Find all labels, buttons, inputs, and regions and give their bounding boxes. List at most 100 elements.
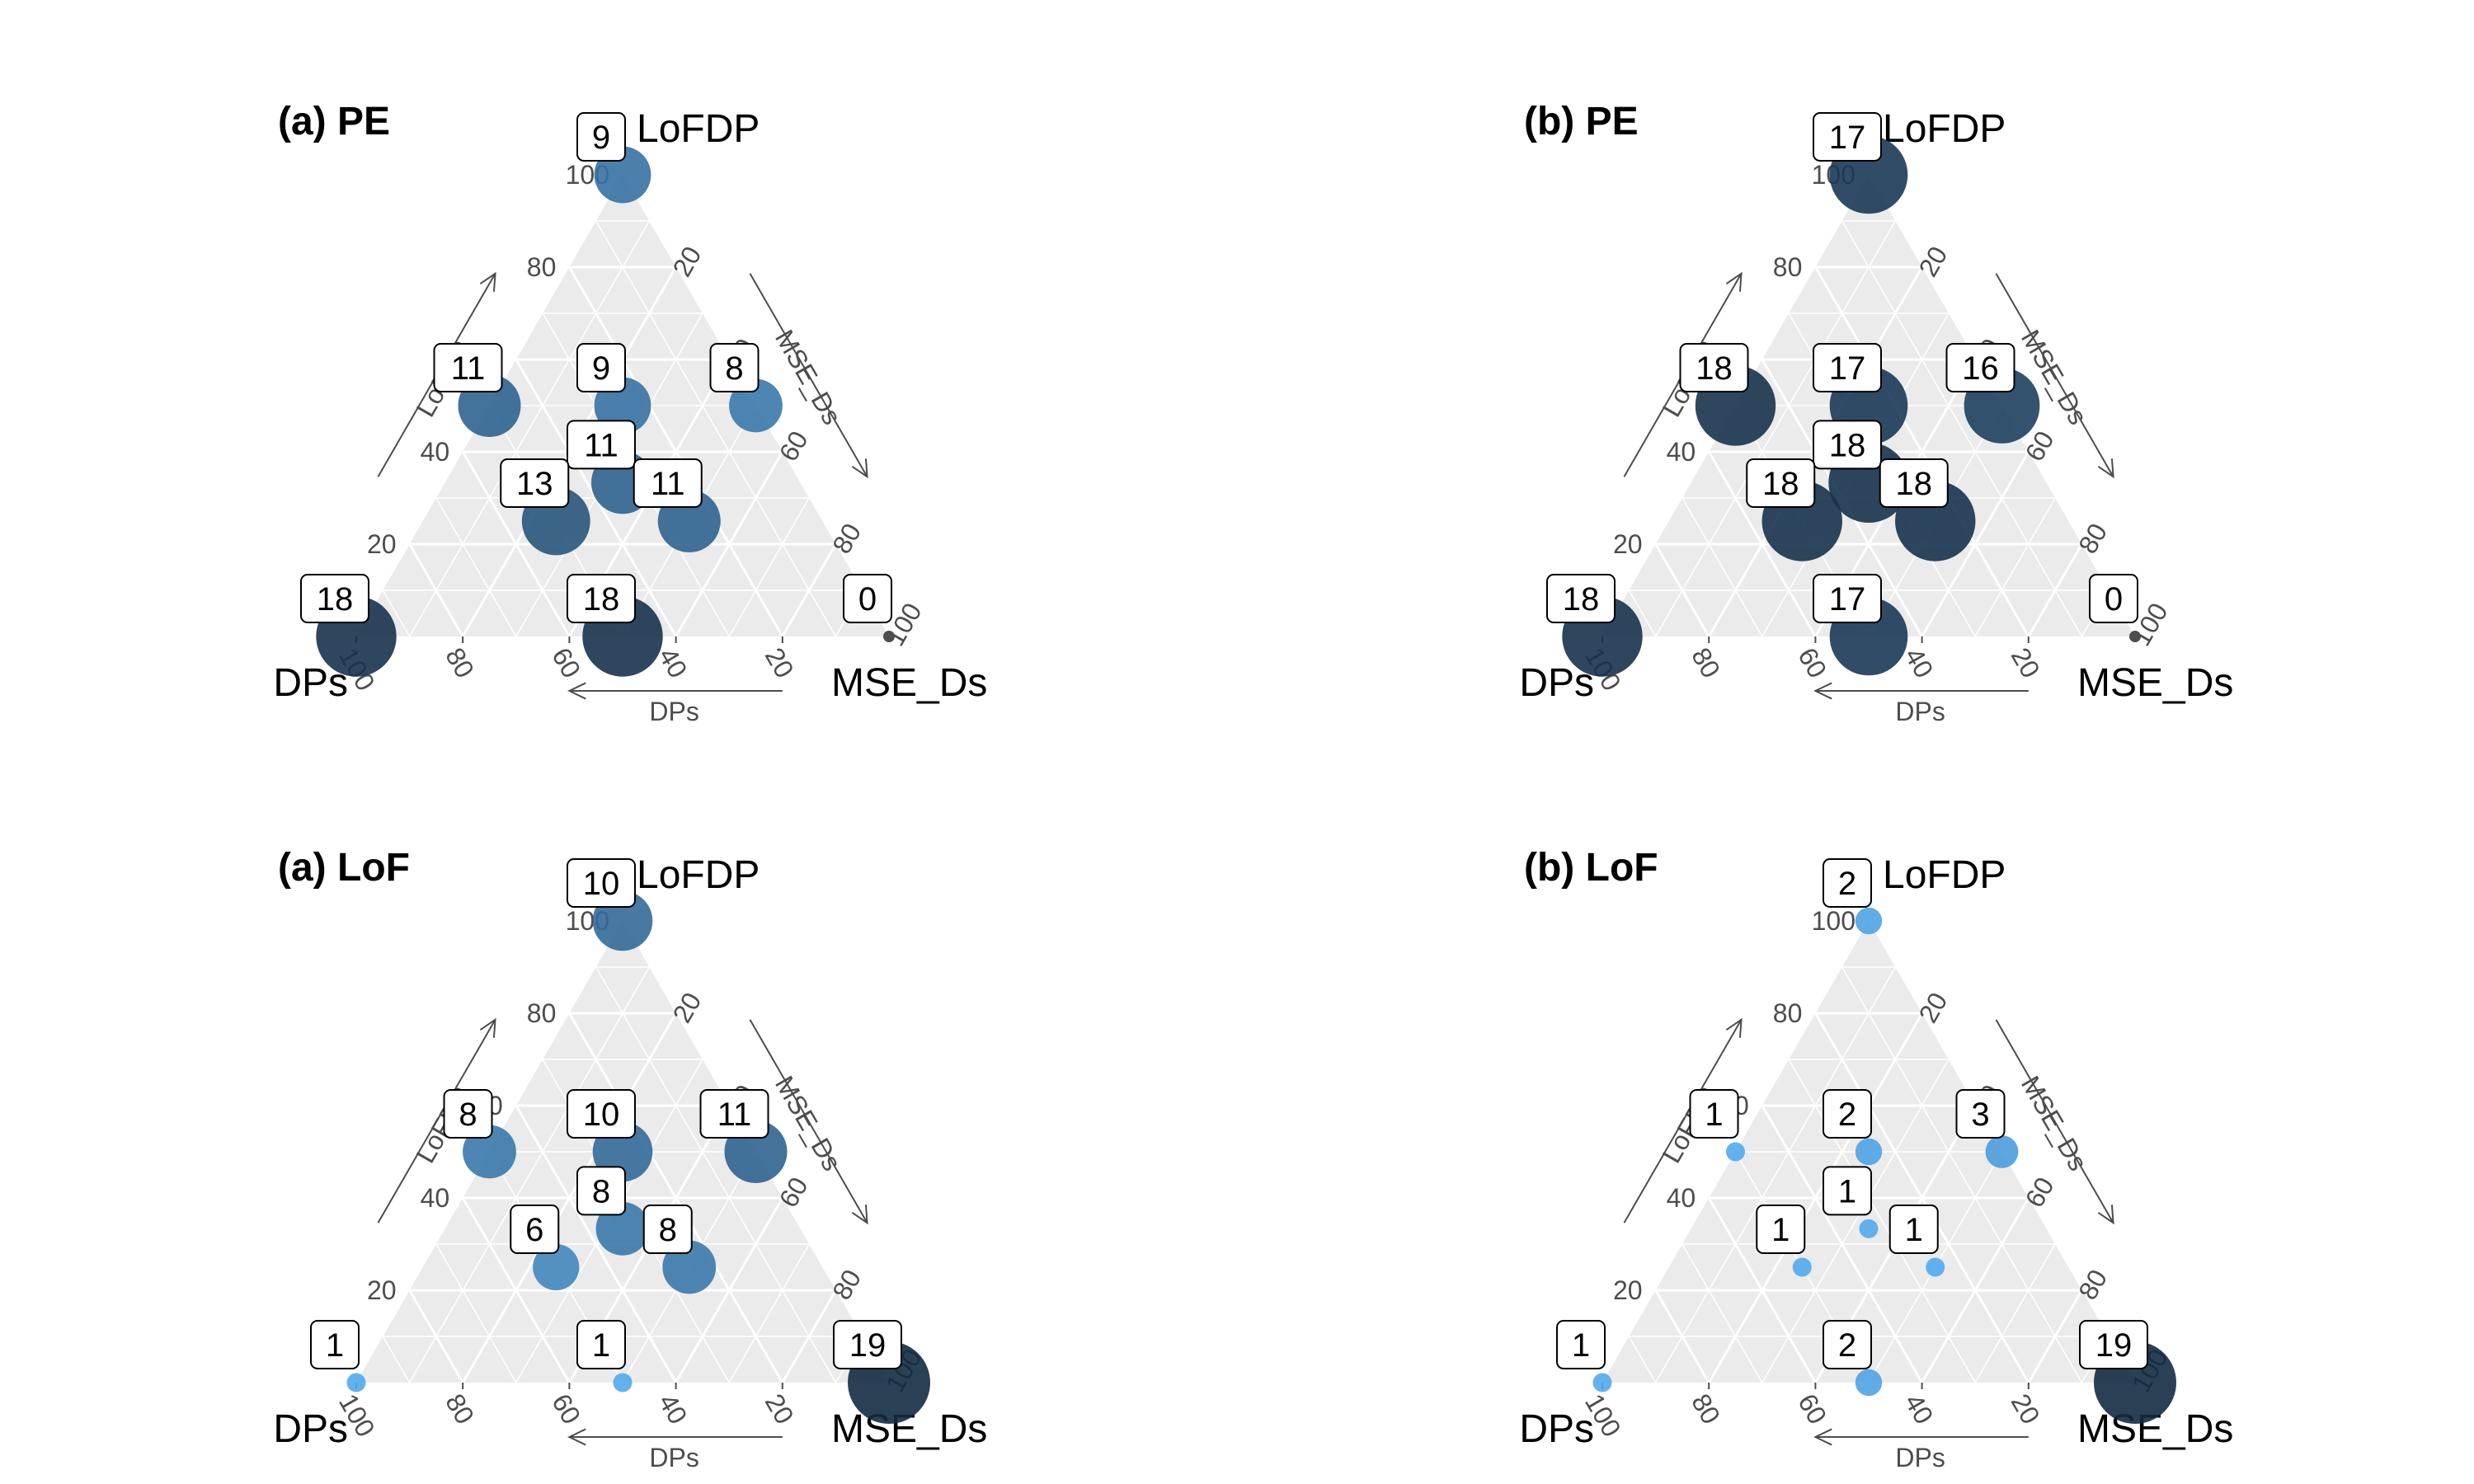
axis-title-dps: DPs xyxy=(649,1443,698,1472)
axis-arrow-mse-head xyxy=(2097,1205,2114,1225)
count-label: 2 xyxy=(1823,1089,1872,1139)
count-label-text: 0 xyxy=(2105,581,2123,618)
count-label-text: 1 xyxy=(592,1327,610,1364)
count-label-box xyxy=(1679,343,1749,392)
count-label-text: 0 xyxy=(858,581,877,618)
vertex-label-right: MSE_Ds xyxy=(2077,661,2233,705)
count-label-box xyxy=(443,1089,493,1139)
data-point xyxy=(1926,1257,1945,1277)
panel-title: (a) PE xyxy=(278,100,390,143)
grid-line xyxy=(461,1197,571,1383)
grid-line xyxy=(1974,1243,2056,1383)
count-label-text: 19 xyxy=(2095,1327,2133,1364)
grid-line xyxy=(1654,220,1896,637)
count-label-box xyxy=(433,343,503,392)
count-label-box xyxy=(709,343,760,392)
count-label-box xyxy=(567,1089,636,1139)
grid-line xyxy=(1628,589,1657,637)
count-label-text: 9 xyxy=(592,120,610,156)
tick-label-lofdp: 40 xyxy=(1667,437,1696,467)
count-label-box xyxy=(1546,574,1616,623)
data-point xyxy=(1855,907,1883,935)
tick-label-dps: 60 xyxy=(1792,643,1832,683)
count-label-box xyxy=(1689,1089,1739,1139)
tick-label-lofdp: 40 xyxy=(421,1183,450,1213)
grid-line xyxy=(728,1243,810,1383)
grid-line xyxy=(1974,497,2056,637)
vertex-label-right: MSE_Ds xyxy=(831,661,987,705)
grid-line xyxy=(408,220,650,637)
count-label-text: 8 xyxy=(459,1097,477,1133)
tick-label-dps: 20 xyxy=(760,643,800,683)
count-label: 11 xyxy=(699,1089,769,1139)
grid-line xyxy=(1707,451,1817,637)
axis-arrow-dps-head xyxy=(567,682,586,700)
tick-label-lofdp: 80 xyxy=(527,998,557,1028)
grid-line xyxy=(1921,451,2030,637)
tick-label-dps: 60 xyxy=(1792,1389,1832,1430)
count-label-text: 18 xyxy=(1563,581,1600,618)
count-label: 2 xyxy=(1823,858,1872,908)
axis-arrow-lofdp-head xyxy=(479,271,496,292)
grid-line xyxy=(1841,966,2083,1383)
tick-label-dps: 20 xyxy=(760,1389,800,1430)
count-label-text: 18 xyxy=(583,581,620,618)
count-label: 17 xyxy=(1813,112,1882,162)
count-label: 18 xyxy=(567,574,636,623)
count-label: 18 xyxy=(1879,458,1949,508)
grid-line xyxy=(595,966,837,1383)
axis-arrows xyxy=(1623,1017,2114,1446)
grid-line xyxy=(408,966,650,1383)
count-label-box xyxy=(1823,1166,1872,1216)
vertex-label-top: LoFDP xyxy=(637,853,760,897)
count-label-text: 1 xyxy=(1572,1327,1590,1364)
count-label-text: 1 xyxy=(1838,1173,1856,1209)
count-label: 18 xyxy=(1746,458,1816,508)
tick-label-lofdp: 100 xyxy=(1812,906,1856,936)
count-label: 13 xyxy=(500,458,570,508)
count-label-text: 6 xyxy=(525,1212,543,1248)
count-label-box xyxy=(843,574,892,623)
count-label-text: 11 xyxy=(584,427,618,463)
count-label: 11 xyxy=(433,343,503,392)
grid-line xyxy=(781,1289,837,1383)
count-label-text: 13 xyxy=(516,466,553,502)
count-label-box xyxy=(1813,420,1882,470)
ternary-panel: (a) PELoFDPDPsMSE_Ds20202040404060606080… xyxy=(273,100,987,726)
count-label-text: 1 xyxy=(326,1327,344,1364)
axis-title-dps: DPs xyxy=(1895,697,1945,726)
count-label-text: 3 xyxy=(1971,1097,1989,1133)
count-label-text: 8 xyxy=(592,1173,610,1209)
count-label-box xyxy=(1888,1205,1939,1254)
tick-label-dps: 40 xyxy=(653,1389,694,1430)
count-label: 18 xyxy=(1546,574,1616,623)
axis-arrow-dps-head xyxy=(1813,682,1832,700)
tick-label-lofdp: 80 xyxy=(527,252,557,282)
count-label-box xyxy=(633,458,703,508)
tick-label-dps: 80 xyxy=(440,643,480,683)
grid-line xyxy=(1628,1336,1657,1383)
count-label-box xyxy=(642,1205,693,1254)
data-point xyxy=(883,631,895,642)
count-label-text: 2 xyxy=(1838,866,1856,902)
tick-label-dps: 80 xyxy=(1686,1389,1726,1430)
axis-arrow-lofdp xyxy=(1623,1019,1743,1223)
count-label-text: 8 xyxy=(659,1212,677,1248)
count-label-box xyxy=(1823,858,1872,908)
axis-arrow-mse xyxy=(749,273,868,477)
tick-label-lofdp: 40 xyxy=(1667,1183,1696,1213)
count-label-text: 2 xyxy=(1838,1327,1856,1364)
axis-arrow-mse-head xyxy=(851,458,868,479)
count-label: 8 xyxy=(709,343,760,392)
tick-label-dps: 20 xyxy=(2006,643,2046,683)
grid-line xyxy=(435,1243,517,1383)
ternary-panel: (b) PELoFDPDPsMSE_Ds20202040404060606080… xyxy=(1519,100,2233,726)
count-label: 2 xyxy=(1823,1320,1872,1369)
count-label: 1 xyxy=(1689,1089,1739,1139)
grid-line xyxy=(2027,1289,2083,1383)
axis-title-dps: DPs xyxy=(1895,1443,1945,1472)
count-label: 10 xyxy=(567,1089,636,1139)
count-label-box xyxy=(1746,458,1816,508)
count-label: 0 xyxy=(843,574,892,623)
